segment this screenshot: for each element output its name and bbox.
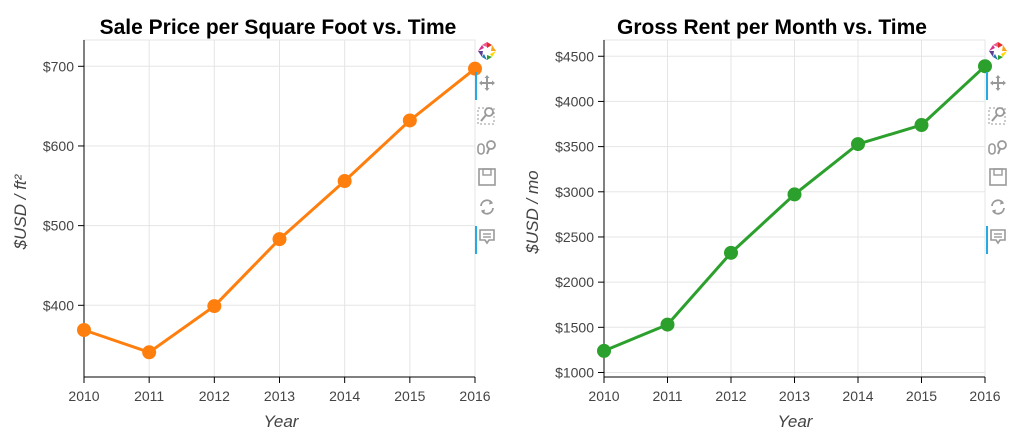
y-tick-label: $4500	[555, 48, 594, 64]
x-axis-label: Year	[778, 412, 814, 431]
y-tick-label: $600	[43, 138, 74, 154]
data-point	[402, 113, 417, 128]
data-point	[724, 245, 738, 260]
chart-panel-sale-price: Sale Price per Square Foot vs. Time 2010…	[0, 0, 510, 438]
reset-tool-icon[interactable]	[987, 196, 1013, 222]
bokeh-logo-icon[interactable]	[476, 40, 502, 66]
y-tick-label: $1000	[555, 364, 594, 380]
pan-tool-icon[interactable]	[986, 72, 1013, 100]
x-tick-label: 2016	[969, 388, 1000, 404]
gross-rent-chart: Gross Rent per Month vs. Time 2010 2011 20…	[523, 16, 1001, 431]
box-zoom-tool-icon[interactable]	[476, 104, 502, 130]
y-tick-label: $400	[43, 297, 74, 313]
x-axis-label: Year	[264, 412, 300, 431]
x-tick-label: 2013	[264, 388, 295, 404]
x-tick-label: 2012	[199, 388, 230, 404]
x-tick-label: 2012	[715, 388, 746, 404]
y-tick-label: $4000	[555, 93, 594, 109]
data-point	[207, 299, 222, 314]
x-tick-label: 2014	[329, 388, 360, 404]
pan-tool-icon[interactable]	[475, 72, 502, 100]
data-point	[142, 345, 157, 360]
bokeh-logo-icon[interactable]	[987, 40, 1013, 66]
x-tick-label: 2015	[394, 388, 425, 404]
wheel-zoom-tool-icon[interactable]	[987, 136, 1013, 162]
y-tick-label: $700	[43, 58, 74, 74]
chart-title: Gross Rent per Month vs. Time	[617, 16, 927, 39]
active-tool-indicator	[475, 226, 477, 254]
save-tool-icon[interactable]	[476, 166, 502, 192]
x-tick-label: 2016	[459, 388, 490, 404]
data-point	[77, 322, 91, 337]
active-tool-indicator	[986, 226, 988, 254]
sale-price-chart: Sale Price per Square Foot vs. Time 2010…	[11, 16, 491, 431]
box-zoom-tool-icon[interactable]	[987, 104, 1013, 130]
x-tick-label: 2014	[842, 388, 873, 404]
x-tick-label: 2015	[906, 388, 937, 404]
y-tick-label: $1500	[555, 319, 594, 335]
data-point	[851, 137, 865, 152]
x-tick-label: 2011	[134, 388, 164, 404]
y-tick-label: $3000	[555, 184, 594, 200]
y-tick-label: $2000	[555, 274, 594, 290]
data-point	[272, 232, 287, 247]
chart-title: Sale Price per Square Foot vs. Time	[100, 16, 457, 39]
data-point	[787, 187, 802, 202]
data-point	[660, 317, 675, 332]
active-tool-indicator	[475, 72, 477, 100]
data-point	[337, 174, 352, 189]
y-axis-label: $USD / mo	[523, 170, 542, 254]
wheel-zoom-tool-icon[interactable]	[476, 136, 502, 162]
data-point	[597, 343, 611, 358]
y-axis-label: $USD / ft²	[11, 173, 30, 250]
active-tool-indicator	[986, 72, 988, 100]
x-tick-label: 2011	[652, 388, 682, 404]
hover-tool-icon[interactable]	[475, 226, 502, 254]
x-tick-label: 2013	[779, 388, 810, 404]
y-tick-label: $2500	[555, 229, 594, 245]
y-tick-label: $500	[43, 218, 74, 234]
data-point	[978, 59, 992, 74]
data-point	[914, 118, 929, 133]
chart-panel-gross-rent: Gross Rent per Month vs. Time 2010 2011 20…	[510, 0, 1020, 438]
x-tick-label: 2010	[588, 388, 619, 404]
y-tick-label: $3500	[555, 139, 594, 155]
x-tick-label: 2010	[68, 388, 99, 404]
reset-tool-icon[interactable]	[476, 196, 502, 222]
save-tool-icon[interactable]	[987, 166, 1013, 192]
hover-tool-icon[interactable]	[986, 226, 1013, 254]
